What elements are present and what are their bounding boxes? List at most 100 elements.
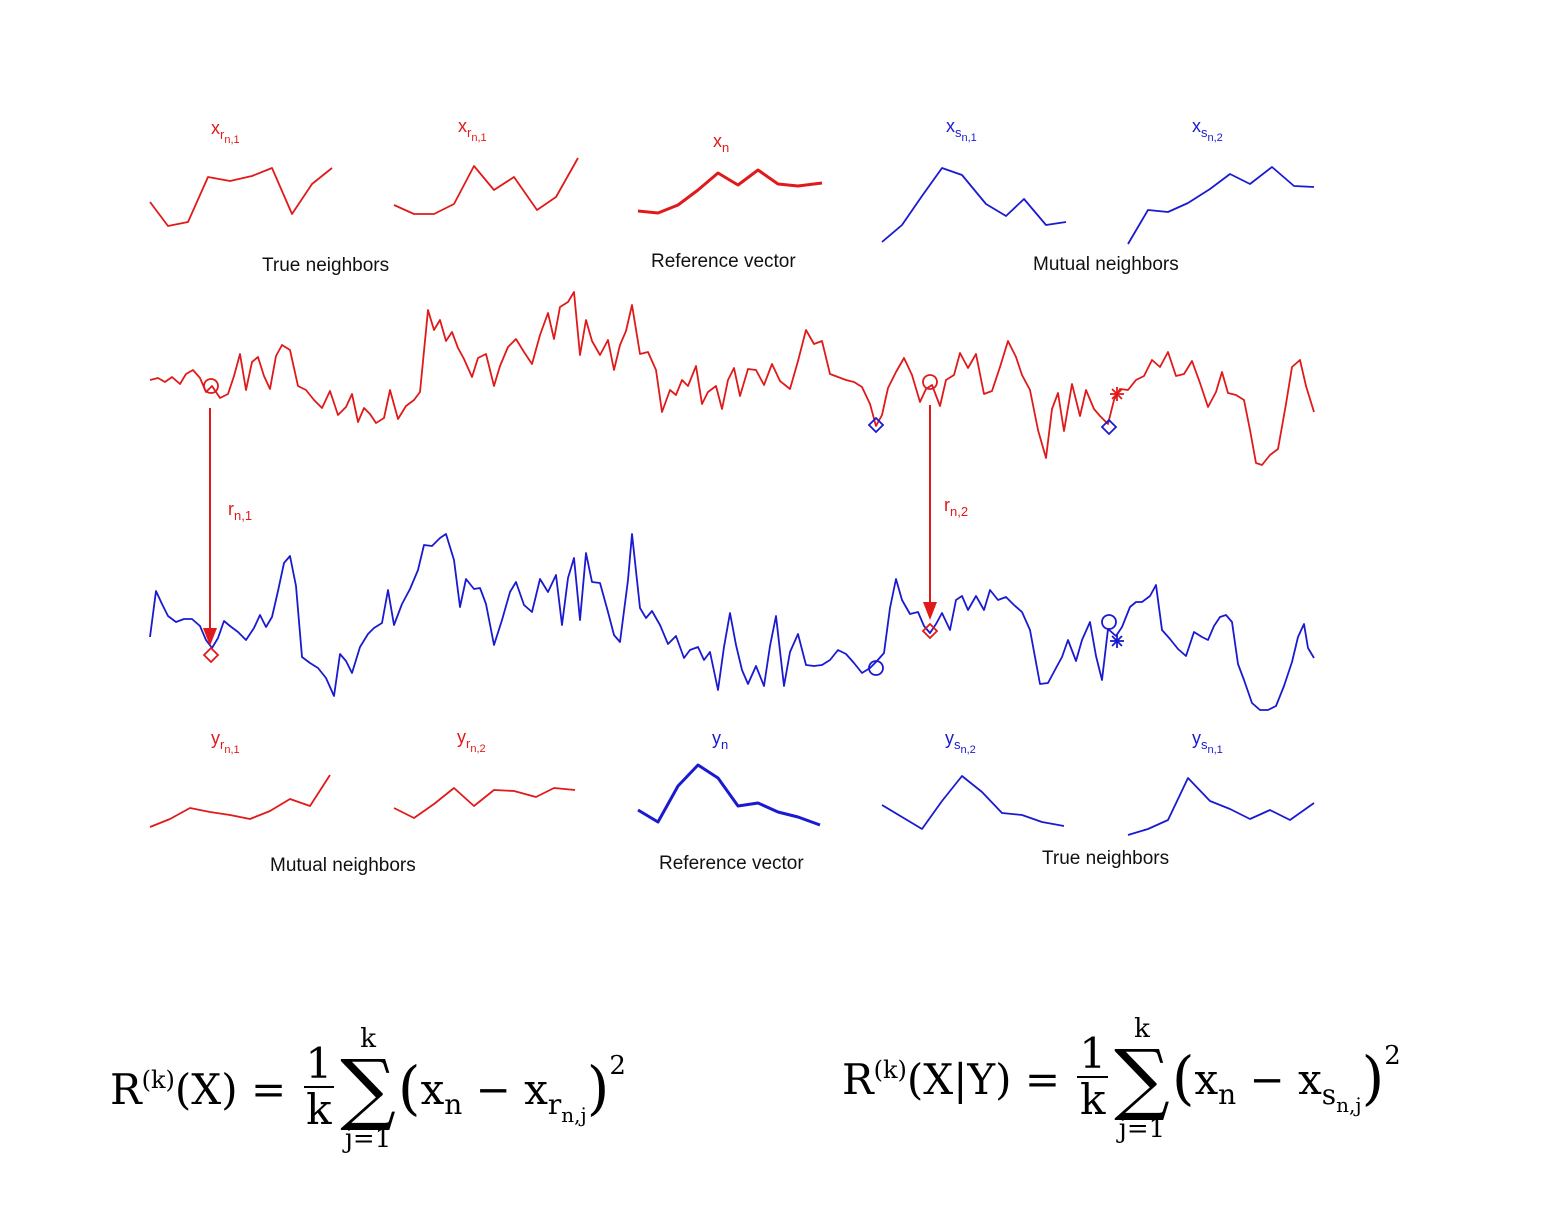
eq-sum-top: k — [360, 1024, 376, 1054]
symbol-base: y — [712, 728, 721, 748]
reference-marker-x-circle — [203, 378, 219, 394]
symbol-sub: s — [954, 737, 961, 752]
symbol-x-r-n1-a: xrn,1 — [211, 118, 240, 146]
symbol-subsub: n,1 — [471, 132, 487, 144]
symbol-sub: s — [955, 125, 962, 140]
segment-x-s-n1 — [881, 167, 1067, 243]
caption-mutual-neighbors-bottom: Mutual neighbors — [270, 855, 416, 876]
segment-y-r-n1 — [149, 774, 331, 828]
segment-x-n — [637, 168, 823, 215]
neighbor-marker-red-diamond-2 — [921, 622, 939, 640]
eq-term2: x — [524, 1065, 548, 1115]
symbol-sub: r — [467, 125, 472, 140]
symbol-base: x — [1192, 116, 1201, 136]
arrow-label-sub: n,1 — [234, 508, 253, 523]
symbol-y-n: yn — [712, 728, 728, 751]
series-x-long — [149, 291, 1315, 466]
symbol-subsub: n,2 — [1207, 132, 1223, 144]
eq-sum-bottom: j=1 — [1118, 1114, 1166, 1145]
equation-right: R(k)(X|Y) = 1 k k ∑ j=1 (xn − xsn,j)2 — [842, 1016, 1401, 1146]
eq-lhs: R — [110, 1065, 142, 1115]
close-paren: ) — [1361, 1044, 1385, 1113]
caption-true-neighbors-bottom: True neighbors — [1042, 848, 1170, 869]
symbol-x-s-n1: xsn,1 — [946, 116, 977, 144]
eq-den: k — [306, 1085, 332, 1135]
symbol-base: y — [457, 727, 466, 747]
eq-equals: = — [250, 1065, 287, 1115]
arrow-r-n1 — [203, 408, 217, 646]
arrow-label-sub: n,2 — [950, 504, 969, 519]
sigma-icon: ∑ — [340, 1044, 396, 1134]
eq-sup: (k) — [873, 1056, 907, 1085]
segment-y-s-n2 — [881, 775, 1065, 830]
eq-term1: x — [420, 1065, 445, 1115]
arrow-r-n2 — [923, 405, 937, 620]
reference-marker-x-circle-2 — [922, 374, 938, 390]
eq-term2-sub: s — [1321, 1078, 1337, 1112]
symbol-base: y — [945, 728, 954, 748]
caption-reference-vector-top: Reference vector — [651, 251, 796, 272]
eq-arg: (X) — [174, 1065, 238, 1115]
eq-term2-sub: r — [547, 1088, 562, 1122]
reference-marker-y-circle-2 — [1101, 614, 1117, 630]
neighbor-marker-red-star — [1110, 387, 1124, 401]
symbol-y-s-n1: ysn,1 — [1192, 729, 1223, 756]
symbol-sub: n — [722, 140, 730, 155]
eq-term2-subsub: n,j — [561, 1103, 587, 1128]
symbol-base: x — [458, 116, 467, 136]
arrow-label-r-n1: rn,1 — [228, 500, 252, 522]
symbol-y-r-n1: yrn,1 — [211, 728, 240, 756]
symbol-sub: r — [466, 736, 471, 751]
segment-x-s-n2 — [1127, 166, 1315, 245]
segment-x-r-n1-b — [393, 157, 579, 215]
segment-y-n — [637, 763, 821, 827]
symbol-sub: n — [721, 737, 729, 752]
neighbor-marker-blue-diamond-2 — [1100, 418, 1118, 436]
series-y-long — [149, 533, 1315, 711]
eq-term1-sub: n — [1218, 1078, 1237, 1112]
eq-power: 2 — [1384, 1041, 1401, 1072]
caption-true-neighbors-top: True neighbors — [262, 255, 390, 276]
symbol-subsub: n,1 — [961, 132, 977, 144]
eq-sum: k ∑ j=1 — [1114, 1016, 1170, 1142]
close-paren: ) — [586, 1054, 610, 1123]
segment-y-s-n1 — [1127, 777, 1315, 836]
neighbor-marker-red-diamond-1 — [202, 646, 220, 664]
symbol-base: y — [211, 728, 220, 748]
eq-arg: (X|Y) — [906, 1055, 1012, 1105]
symbol-subsub: n,1 — [224, 744, 240, 756]
symbol-base: x — [946, 116, 955, 136]
eq-power: 2 — [609, 1051, 626, 1082]
eq-num: 1 — [1077, 1028, 1109, 1079]
symbol-sub: r — [220, 127, 225, 142]
symbol-base: x — [211, 118, 220, 138]
arrow-label-base: r — [944, 495, 950, 515]
open-paren: ( — [397, 1054, 421, 1123]
eq-num: 1 — [303, 1038, 335, 1089]
eq-lhs: R — [842, 1055, 874, 1105]
open-paren: ( — [1171, 1044, 1195, 1113]
eq-sum-top: k — [1134, 1014, 1150, 1044]
symbol-base: x — [713, 131, 722, 151]
symbol-subsub: n,1 — [224, 134, 240, 146]
eq-term2-subsub: n,j — [1336, 1093, 1362, 1118]
neighbor-marker-blue-diamond-1 — [867, 416, 885, 434]
eq-sum-bottom: j=1 — [344, 1124, 392, 1155]
eq-den: k — [1080, 1075, 1106, 1125]
eq-equals: = — [1024, 1055, 1061, 1105]
symbol-sub: s — [1201, 737, 1208, 752]
reference-marker-y-circle — [868, 660, 884, 676]
symbol-x-r-n1-b: xrn,1 — [458, 116, 487, 144]
symbol-x-s-n2: xsn,2 — [1192, 116, 1223, 144]
symbol-subsub: n,2 — [960, 744, 976, 756]
eq-sup: (k) — [141, 1066, 175, 1095]
symbol-y-r-n2: yrn,2 — [457, 727, 486, 755]
neighbor-marker-blue-star — [1110, 634, 1124, 648]
symbol-x-n: xn — [713, 131, 729, 154]
segment-x-r-n1-a — [149, 167, 333, 227]
eq-term1-sub: n — [444, 1088, 463, 1122]
